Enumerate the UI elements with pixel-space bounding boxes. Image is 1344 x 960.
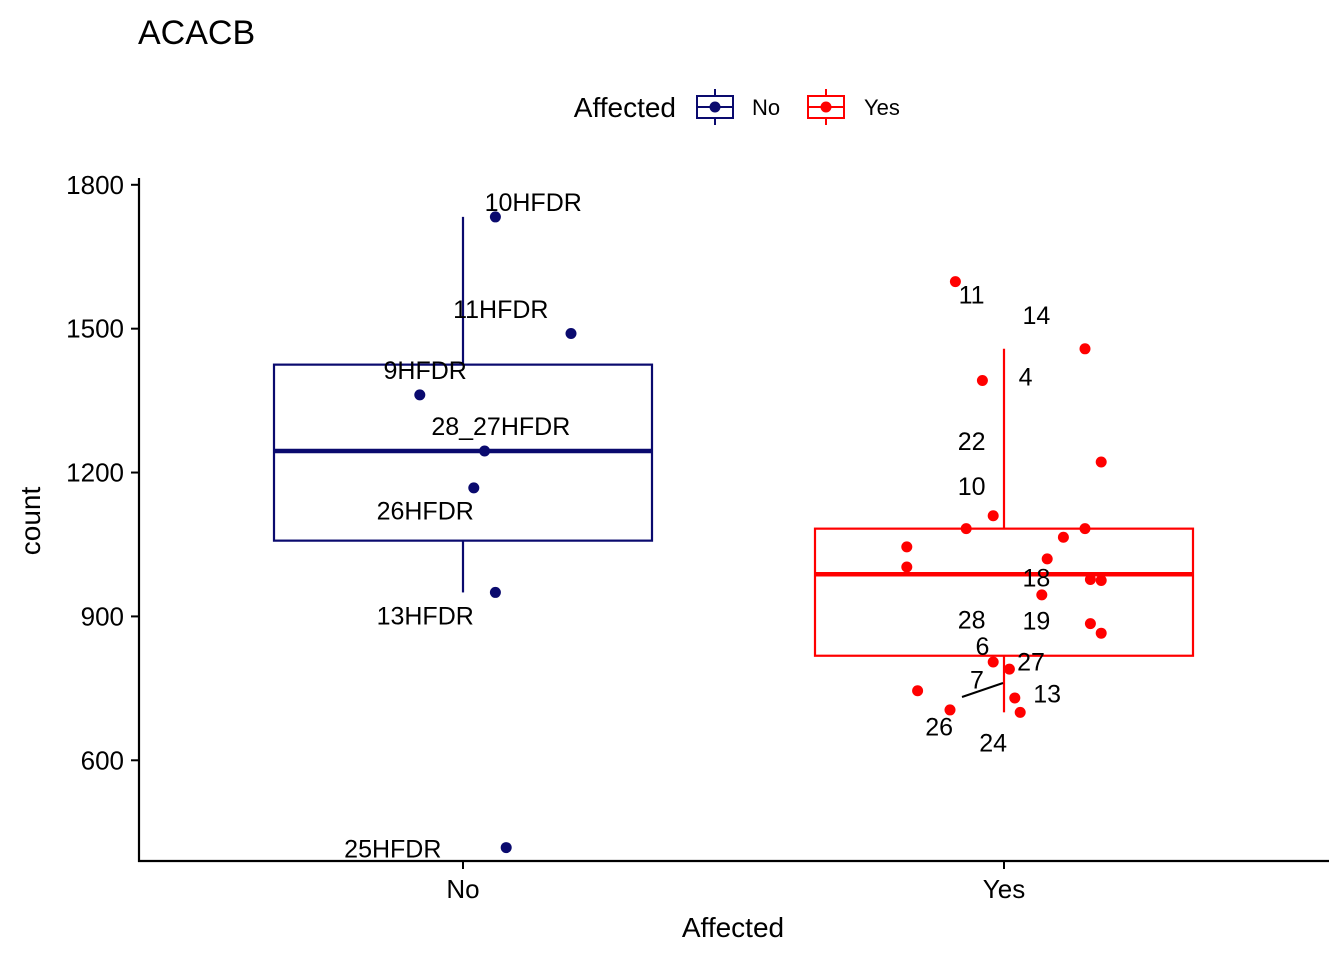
- y-axis-title: count: [15, 487, 46, 556]
- point-label: 24: [979, 730, 1007, 758]
- y-tick-label: 1500: [66, 314, 124, 344]
- series-yes: 11 14 4 22 10 18 28 19 6 27 7 13 26 24: [901, 276, 1107, 758]
- axes: 600 900 1200 1500 1800 No Yes: [66, 170, 1329, 904]
- data-point: [500, 842, 512, 854]
- point-label: 10: [958, 473, 986, 501]
- data-point: [1014, 706, 1026, 718]
- data-point: [987, 656, 999, 668]
- data-point: [949, 276, 961, 288]
- data-point: [479, 445, 491, 457]
- y-tick-label: 1800: [66, 170, 124, 200]
- data-point: [489, 586, 501, 598]
- legend-label-no: No: [752, 95, 780, 120]
- box-yes: [813, 348, 1195, 713]
- legend: Affected No Yes: [574, 89, 900, 125]
- data-point: [912, 685, 924, 697]
- point-label: 13: [1033, 681, 1061, 709]
- point-label: 11: [959, 282, 985, 310]
- data-point: [960, 523, 972, 535]
- legend-key-yes: [807, 89, 845, 125]
- point-label: 25HFDR: [344, 836, 441, 864]
- plot-area: 10HFDR 11HFDR 9HFDR 28_27HFDR 26HFDR 13HFDR 25…: [272, 189, 1195, 864]
- data-point: [987, 510, 999, 522]
- label-connector: [961, 682, 1004, 698]
- data-point: [976, 374, 988, 386]
- data-point: [1009, 692, 1021, 704]
- data-point: [1084, 573, 1096, 585]
- legend-label-yes: Yes: [864, 95, 900, 120]
- data-point: [901, 541, 913, 553]
- series-no: 10HFDR 11HFDR 9HFDR 28_27HFDR 26HFDR 13HFDR 25…: [344, 189, 582, 863]
- point-label: 10HFDR: [485, 189, 582, 217]
- data-point: [489, 211, 501, 223]
- point-label: 27: [1017, 649, 1045, 677]
- point-label: 19: [1022, 607, 1050, 635]
- point-label: 14: [1022, 302, 1050, 330]
- y-tick-label: 600: [81, 745, 124, 775]
- data-point: [1079, 343, 1091, 355]
- data-point: [944, 704, 956, 716]
- data-point: [901, 561, 913, 573]
- point-label: 18: [1022, 565, 1050, 593]
- data-point: [565, 327, 577, 339]
- data-point: [1095, 627, 1107, 639]
- point-label: 7: [970, 666, 984, 694]
- point-label: 26: [925, 713, 953, 741]
- point-label: 22: [958, 428, 986, 456]
- legend-title: Affected: [574, 92, 676, 123]
- chart-title: ACACB: [138, 14, 255, 52]
- point-label: 26HFDR: [377, 498, 474, 526]
- box-iqr: [813, 527, 1195, 657]
- x-tick-label: No: [446, 874, 479, 904]
- point-label: 9HFDR: [384, 357, 467, 385]
- data-point: [1095, 456, 1107, 468]
- data-point: [1057, 531, 1069, 543]
- data-point: [1041, 553, 1053, 565]
- y-tick-label: 1200: [66, 458, 124, 488]
- data-point: [1079, 523, 1091, 535]
- box-no: [272, 216, 654, 593]
- point-label: 11HFDR: [453, 296, 548, 324]
- data-point: [468, 482, 480, 494]
- data-point: [1003, 663, 1015, 675]
- legend-key-no: [696, 89, 734, 125]
- point-label: 4: [1019, 363, 1033, 391]
- point-label: 6: [975, 633, 989, 661]
- x-tick-label: Yes: [983, 874, 1025, 904]
- point-label: 28: [958, 606, 986, 634]
- point-label: 28_27HFDR: [431, 413, 570, 441]
- point-label: 13HFDR: [377, 603, 474, 631]
- data-point: [1095, 574, 1107, 586]
- y-tick-label: 900: [81, 601, 124, 631]
- x-axis-title: Affected: [682, 912, 784, 943]
- data-point: [1036, 589, 1048, 601]
- data-point: [1084, 618, 1096, 630]
- data-point: [414, 389, 426, 401]
